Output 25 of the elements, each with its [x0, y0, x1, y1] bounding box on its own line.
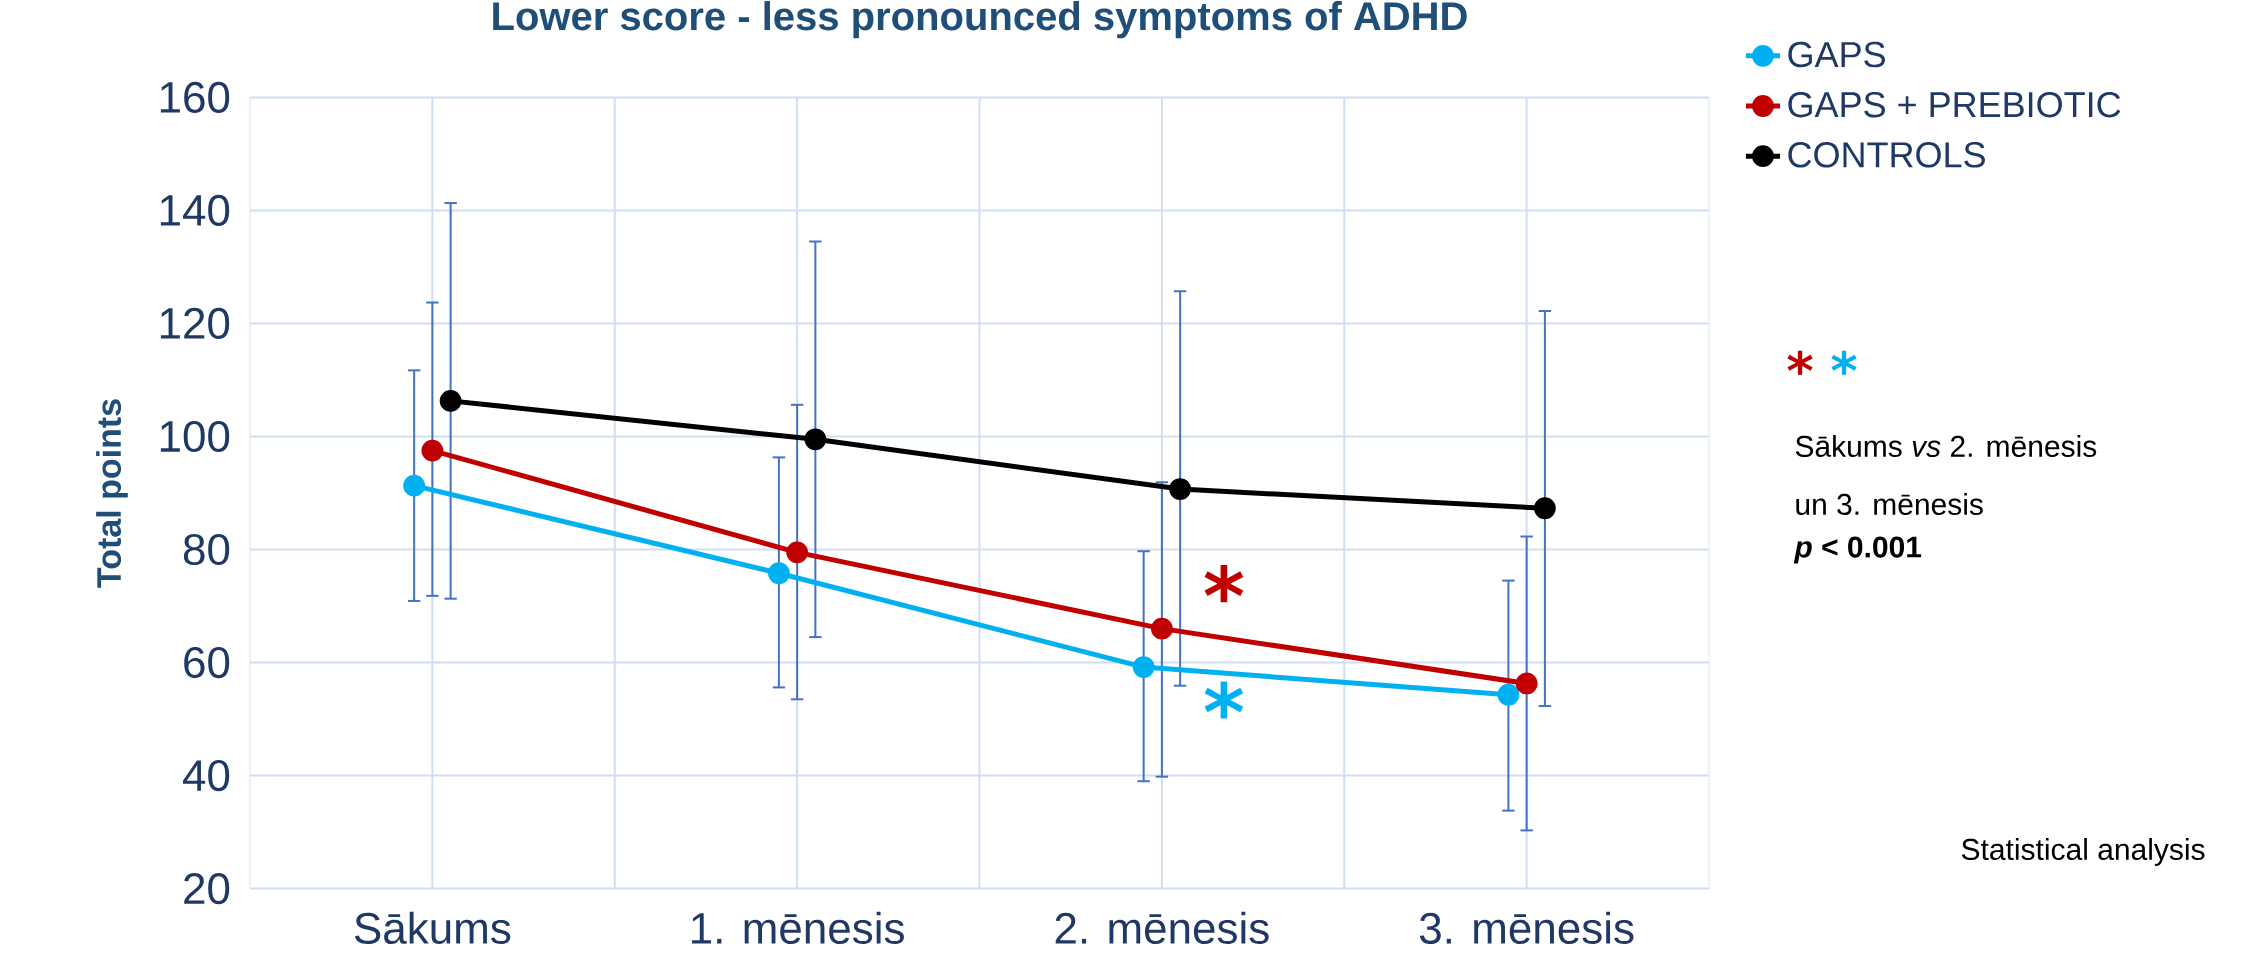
y-tick-label: 20 [184, 873, 230, 905]
text: Statistical analysis [1961, 838, 2205, 866]
legend-label: GAPS [1788, 41, 1885, 68]
chart-title: Lower score - less pronounced symptoms of ADHD [493, 1, 1467, 39]
y-axis-title: Total points [96, 399, 128, 588]
legend-label: GAPS + PREBIOTIC [1788, 91, 2121, 118]
y-tick-label: 40 [183, 759, 230, 792]
text: * [1787, 350, 1813, 375]
text: Sākums vs 2. mēnesis [1795, 434, 2097, 457]
annotation: * [1204, 565, 1244, 603]
text: un 3. mēnesis [1796, 492, 1983, 515]
text: p < 0.001 [1793, 536, 1922, 564]
x-tick-label: Sākums [354, 911, 511, 944]
y-tick-label: 160 [160, 81, 230, 113]
y-tick-label: 60 [184, 646, 230, 679]
y-tick-label: 100 [160, 420, 230, 453]
x-tick-label: 1. mēnesis [692, 911, 904, 944]
y-tick-label: 140 [160, 194, 230, 227]
x-tick-label: 2. mēnesis [1055, 911, 1269, 944]
text: * [1831, 350, 1857, 375]
annotation: * [1204, 681, 1244, 719]
y-tick-label: 80 [183, 533, 230, 566]
y-tick-label: 120 [160, 307, 230, 340]
x-tick-label: 3. mēnesis [1419, 911, 1634, 944]
legend-label: CONTROLS [1788, 142, 1985, 168]
